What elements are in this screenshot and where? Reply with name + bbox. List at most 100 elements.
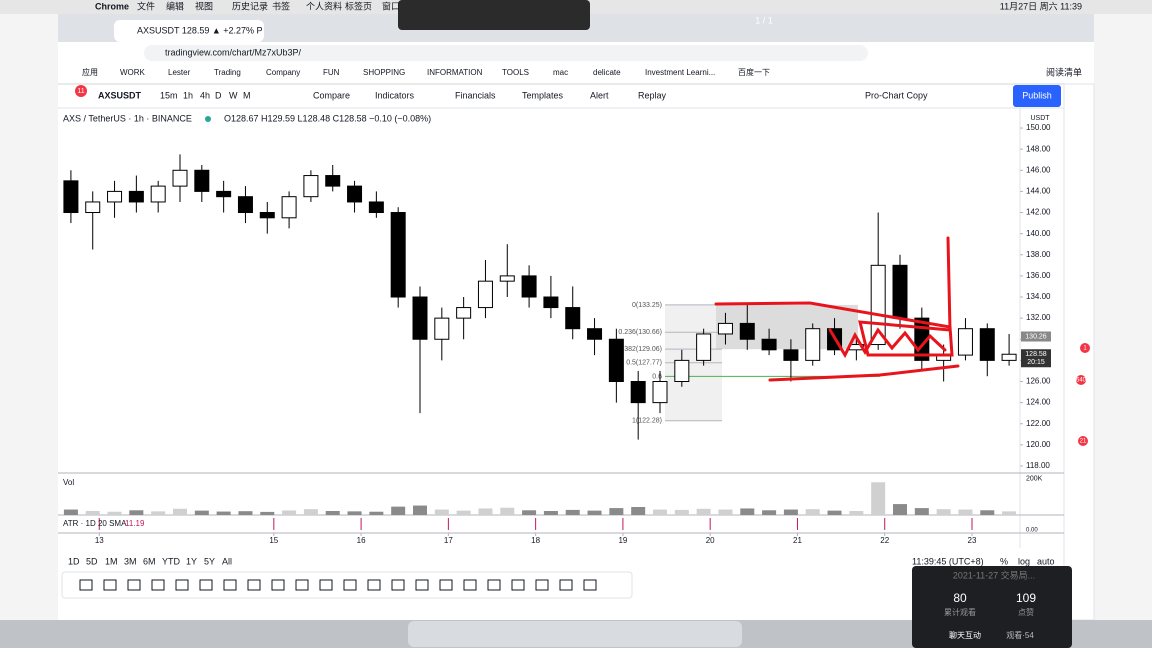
toolbar-button[interactable]: Financials	[455, 90, 496, 100]
live-viewers: 80	[953, 591, 967, 605]
tool-icon[interactable]	[487, 579, 501, 591]
y-tick-label: 132.00	[1026, 313, 1051, 322]
tool-icon[interactable]	[439, 579, 453, 591]
bookmark[interactable]: 应用	[82, 67, 98, 77]
range-button[interactable]: 1D	[68, 556, 80, 566]
bookmark[interactable]: WORK	[120, 68, 146, 77]
tool-icon[interactable]	[247, 579, 261, 591]
tool-icon[interactable]	[367, 579, 381, 591]
menu-item[interactable]: 个人资料	[306, 0, 342, 11]
tool-icon[interactable]	[151, 579, 165, 591]
scale-toggle[interactable]: %	[1000, 556, 1008, 566]
live-chat[interactable]: 聊天互动	[949, 630, 981, 640]
volume-bar	[325, 511, 340, 515]
address-bar[interactable]	[144, 45, 868, 61]
menu-item[interactable]: 历史记录	[232, 0, 268, 11]
bookmark[interactable]: TOOLS	[502, 68, 529, 77]
bookmark[interactable]: FUN	[323, 68, 340, 77]
menu-item[interactable]: 编辑	[166, 0, 184, 11]
menu-item[interactable]: 窗口	[382, 0, 400, 11]
scale-toggle[interactable]: log	[1018, 556, 1030, 566]
candle-body	[761, 338, 777, 351]
toolbar-button[interactable]: Templates	[522, 90, 564, 100]
drawing-toolbar	[61, 571, 633, 599]
interval[interactable]: W	[229, 90, 238, 100]
clock: 11月27日 周六 11:39	[1000, 0, 1082, 11]
tool-icon[interactable]	[79, 579, 93, 591]
range-button[interactable]: 3M	[124, 556, 137, 566]
range-button[interactable]: YTD	[162, 556, 181, 566]
tool-icon[interactable]	[271, 579, 285, 591]
tool-icon[interactable]	[343, 579, 357, 591]
volume-bar	[85, 511, 100, 515]
candle-body	[565, 307, 581, 330]
menu-item[interactable]: 标签页	[345, 0, 372, 11]
interval[interactable]: 1h	[183, 90, 193, 100]
range-button[interactable]: All	[222, 556, 232, 566]
tool-icon[interactable]	[463, 579, 477, 591]
toolbar-button[interactable]: Replay	[638, 90, 667, 100]
interval[interactable]: M	[243, 90, 251, 100]
range-button[interactable]: 6M	[143, 556, 156, 566]
y-tick-label: 148.00	[1026, 144, 1051, 153]
reading-list[interactable]: 阅读清单	[1046, 66, 1082, 77]
tool-icon[interactable]	[223, 579, 237, 591]
fib-label: 0.382(129.06)	[618, 346, 662, 353]
menu-item[interactable]: 文件	[137, 0, 155, 11]
toolbar-button[interactable]: Indicators	[375, 90, 415, 100]
clock-utc: 11:39:45 (UTC+8)	[912, 556, 984, 566]
range-button[interactable]: 1M	[105, 556, 118, 566]
tool-icon[interactable]	[295, 579, 309, 591]
tool-icon[interactable]	[199, 579, 213, 591]
tool-icon[interactable]	[583, 579, 597, 591]
menu-item[interactable]: 视图	[195, 0, 213, 11]
bookmark[interactable]: 百度一下	[738, 67, 770, 77]
interval[interactable]: 4h	[200, 90, 210, 100]
symbol[interactable]: AXSUSDT	[98, 90, 142, 100]
interval[interactable]: 15m	[160, 90, 178, 100]
toolbar-button[interactable]: Compare	[313, 90, 350, 100]
tab[interactable]	[114, 20, 264, 42]
range-button[interactable]: 5D	[86, 556, 98, 566]
volume-bar	[391, 506, 406, 515]
bookmark[interactable]: Lester	[168, 68, 191, 77]
candle-body	[957, 328, 973, 356]
overlay-page: 1 / 1	[755, 15, 773, 25]
badge-dot	[1076, 375, 1086, 385]
tool-icon[interactable]	[391, 579, 405, 591]
fib-label: 0.5(127.77)	[626, 360, 662, 367]
volume-bar	[260, 511, 275, 515]
volume-bar	[871, 482, 886, 515]
candle-body	[63, 180, 79, 214]
tool-icon[interactable]	[103, 579, 117, 591]
fib-label: 0.236(130.66)	[618, 329, 662, 336]
tool-icon[interactable]	[511, 579, 525, 591]
volume-bar	[653, 509, 667, 515]
volume-bar	[980, 510, 995, 515]
bookmark[interactable]: Investment Learni...	[645, 68, 715, 77]
tool-icon[interactable]	[127, 579, 141, 591]
bookmark[interactable]: INFORMATION	[427, 68, 483, 77]
x-tick-label: 23	[968, 536, 977, 545]
toolbar-button[interactable]: Alert	[590, 90, 609, 100]
volume-bar	[456, 510, 471, 515]
x-tick-label: 20	[706, 536, 715, 545]
scale-toggle[interactable]: auto	[1037, 556, 1055, 566]
tool-icon[interactable]	[559, 579, 573, 591]
menu-item[interactable]: 书签	[272, 0, 290, 11]
tool-icon[interactable]	[535, 579, 549, 591]
bookmark[interactable]: mac	[553, 68, 568, 77]
tool-icon[interactable]	[319, 579, 333, 591]
publish-button[interactable]	[1013, 85, 1061, 107]
volume-bar	[238, 511, 253, 515]
bookmark[interactable]: delicate	[593, 68, 621, 77]
bookmark[interactable]: Trading	[214, 68, 241, 77]
range-button[interactable]: 1Y	[186, 556, 197, 566]
tool-icon[interactable]	[415, 579, 429, 591]
tool-icon[interactable]	[175, 579, 189, 591]
range-button[interactable]: 5Y	[204, 556, 215, 566]
bookmark[interactable]: Company	[266, 68, 300, 77]
layout-name[interactable]: Pro-Chart Copy	[865, 90, 928, 100]
interval[interactable]: D	[215, 90, 222, 100]
bookmark[interactable]: SHOPPING	[363, 68, 405, 77]
